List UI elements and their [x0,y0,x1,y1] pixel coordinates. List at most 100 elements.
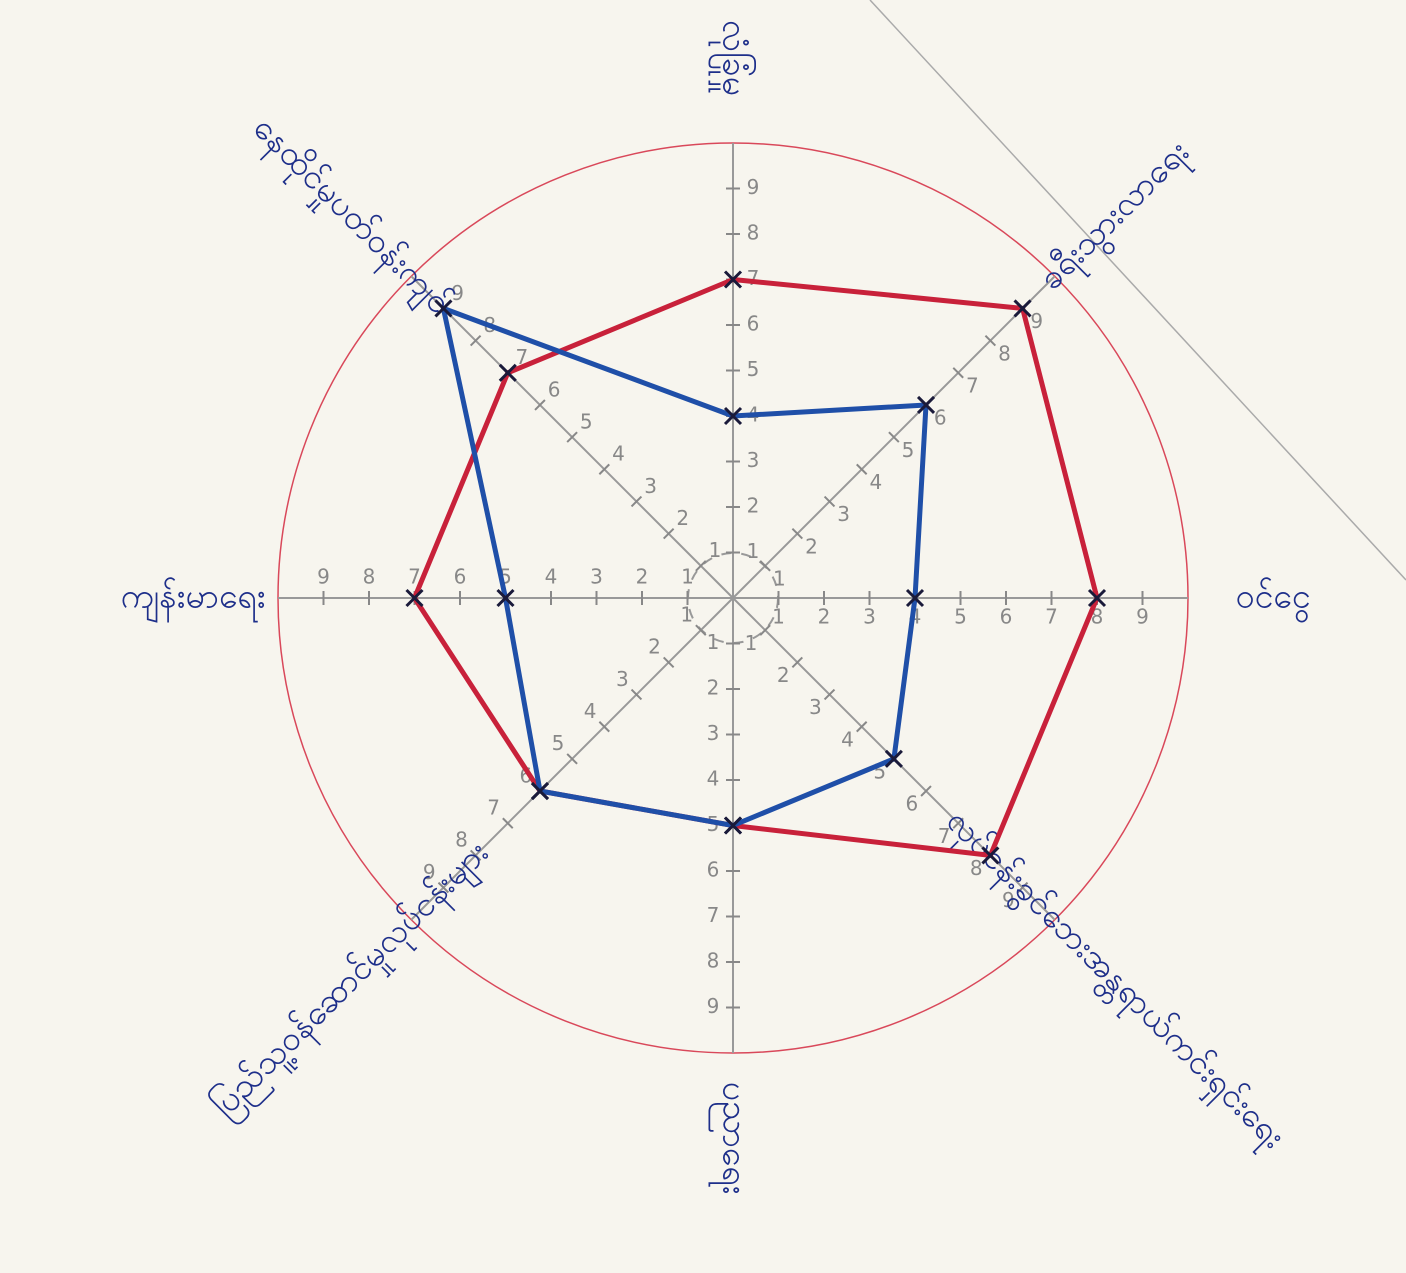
tick-label: 5 [902,438,915,462]
tick-mark [791,527,804,540]
tick-mark [695,560,707,572]
tick-label: 7 [747,266,760,290]
tick-mark [662,656,675,669]
pencil-line [869,0,1406,581]
tick-label: 8 [970,856,983,880]
tick-mark [1016,881,1029,894]
tick-label: 4 [584,699,597,723]
tick-label: 8 [363,565,376,589]
tick-mark [566,753,578,765]
point-marker [884,749,903,768]
tick-label: 9 [747,175,760,199]
tick-label: 5 [747,357,760,381]
tick-label: 2 [636,565,649,589]
tick-mark [566,431,578,443]
tick-label: 6 [1000,605,1013,629]
tick-label: 4 [707,767,720,791]
tick-label: 6 [747,312,760,336]
tick-label: 1 [773,566,786,590]
tick-label: 9 [1136,605,1149,629]
tick-mark [759,560,771,572]
tick-label: 6 [906,792,919,816]
tick-label: 3 [707,721,720,745]
tick-label: 8 [747,221,760,245]
tick-mark [759,624,771,636]
tick-label: 1 [772,605,785,629]
axis-label: ဝင်ငွေ [1235,577,1310,623]
tick-mark [856,721,868,733]
point-marker [530,781,550,801]
point-marker [723,270,743,289]
tick-label: 2 [707,676,720,700]
tick-label: 1 [707,630,720,654]
tick-label: 5 [552,731,565,755]
axis-label: လုံခြုံမှု [709,20,755,96]
point-marker [723,406,743,426]
tick-mark [888,431,900,443]
tick-mark [469,334,482,347]
tick-label: 3 [837,502,850,526]
point-marker [496,588,515,608]
tick-label: 1 [709,538,722,562]
tick-label: 7 [707,903,720,927]
tick-label: 4 [545,565,558,589]
tick-mark [920,785,932,797]
point-marker [434,299,453,318]
tick-label: 3 [747,448,760,472]
tick-label: 9 [451,281,464,305]
point-marker [1013,299,1032,318]
tick-label: 9 [317,565,330,589]
point-marker [498,363,517,382]
tick-mark [437,881,450,894]
tick-label: 1 [681,565,694,589]
tick-label: 8 [707,949,720,973]
tick-mark [984,334,997,347]
tick-label: 3 [809,695,822,719]
point-marker [723,816,743,835]
tick-label: 1 [745,631,758,655]
tick-label: 6 [519,763,532,787]
tick-mark [952,367,964,379]
tick-label: 7 [966,373,979,397]
tick-label: 3 [616,667,629,691]
tick-mark [823,495,836,508]
tick-mark [469,849,482,862]
tick-mark [695,624,707,636]
tick-mark [823,688,836,701]
axis-label: ကျန်းမာရေး [121,577,266,623]
tick-label: 3 [644,474,657,498]
point-marker [905,588,925,608]
tick-label: 3 [590,565,603,589]
tick-label: 7 [408,565,421,589]
tick-label: 7 [1045,605,1058,629]
tick-label: 1 [747,539,760,563]
tick-mark [791,656,804,669]
tick-label: 7 [938,824,951,848]
point-marker [405,588,424,608]
tick-label: 2 [818,605,831,629]
tick-label: 4 [841,727,854,751]
tick-label: 6 [707,858,720,882]
tick-label: 7 [487,796,500,820]
tick-label: 5 [580,409,593,433]
axis-label: ပညာရေး [709,1082,755,1195]
point-marker [1087,588,1107,608]
tick-label: 2 [777,663,790,687]
tick-label: 3 [863,605,876,629]
tick-label: 5 [954,605,967,629]
tick-label: 6 [548,377,561,401]
tick-mark [502,817,514,829]
tick-label: 8 [998,341,1011,365]
tick-label: 4 [612,442,625,466]
tick-label: 2 [648,635,661,659]
tick-mark [534,399,546,411]
tick-label: 2 [747,494,760,518]
tick-label: 8 [455,828,468,852]
tick-label: 9 [707,994,720,1018]
tick-mark [630,495,643,508]
point-marker [981,846,1000,865]
tick-mark [598,463,610,475]
tick-label: 4 [869,470,882,494]
